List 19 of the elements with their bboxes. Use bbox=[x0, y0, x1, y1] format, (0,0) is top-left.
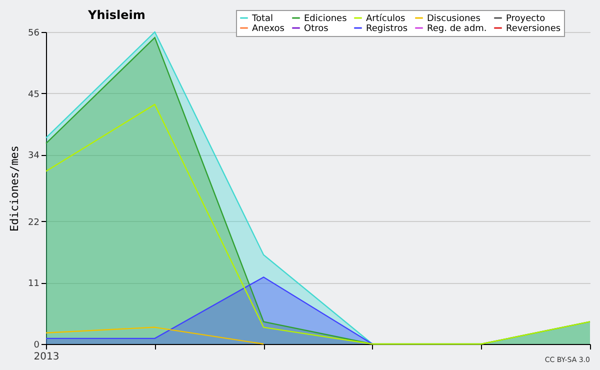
legend-label: Total bbox=[251, 14, 274, 24]
x-tick-label: 2013 bbox=[34, 352, 60, 362]
y-tick-label: 22 bbox=[28, 218, 40, 228]
legend-label: Registros bbox=[366, 24, 408, 34]
legend-label: Reversiones bbox=[506, 24, 561, 34]
chart-title: Yhisleim bbox=[88, 8, 146, 22]
legend-label: Discusiones bbox=[427, 14, 481, 24]
legend-label: Reg. de adm. bbox=[427, 24, 487, 34]
y-tick-label: 56 bbox=[28, 28, 40, 38]
y-tick-label: 34 bbox=[28, 151, 40, 162]
y-tick-label: 11 bbox=[28, 279, 40, 290]
legend-label: Ediciones bbox=[304, 14, 348, 24]
legend-label: Anexos bbox=[252, 24, 285, 34]
legend-label: Artículos bbox=[366, 13, 406, 24]
legend-label: Proyecto bbox=[506, 14, 546, 24]
y-tick-label: 0 bbox=[34, 340, 40, 350]
y-tick-label: 45 bbox=[28, 90, 40, 100]
legend-label: Otros bbox=[304, 24, 329, 34]
y-axis-title: Ediciones/mes bbox=[8, 145, 22, 232]
